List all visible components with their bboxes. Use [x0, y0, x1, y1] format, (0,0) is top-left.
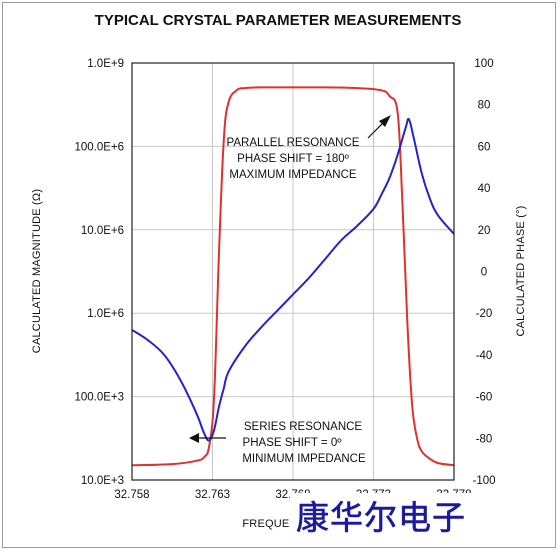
y-right-tick-label: -40 [476, 350, 493, 362]
y-left-tick-label: 10.0E+6 [81, 225, 124, 237]
annotation-parallel-resonance: PARALLEL RESONANCE PHASE SHIFT = 180º MA… [227, 115, 391, 181]
phase-series-line [131, 117, 455, 442]
y-left-tick-label: 1.0E+6 [87, 308, 124, 320]
annotation-line: MAXIMUM IMPEDANCE [229, 169, 356, 181]
y-left-axis-label: CALCULATED MAGNITUDE (Ω) [31, 189, 43, 353]
annotation-line: PHASE SHIFT = 0º [243, 437, 343, 449]
x-tick-label: 32.758 [114, 489, 149, 501]
annotation-line: PARALLEL RESONANCE [227, 137, 360, 149]
y-right-tick-label: -60 [476, 392, 493, 404]
x-tick-label: 32.763 [195, 489, 230, 501]
series-layer [131, 86, 455, 467]
y-right-tick-label: 60 [478, 141, 491, 153]
arrow-head [379, 115, 391, 127]
y-left-tick-label: 100.0E+6 [74, 141, 124, 153]
y-right-tick-label: -80 [476, 433, 493, 445]
y-right-tick-label: 100 [474, 58, 493, 70]
watermark: 康华尔电子 [296, 498, 466, 537]
y-right-tick-label: -100 [472, 475, 495, 487]
annotation-line: MINIMUM IMPEDANCE [242, 453, 366, 465]
y-left-tick-label: 1.0E+9 [87, 58, 124, 70]
magnitude-series-line [131, 86, 455, 467]
y-right-tick-label: 80 [478, 100, 491, 112]
annotation-line: PHASE SHIFT = 180º [237, 153, 349, 165]
y-right-tick-label: -20 [476, 308, 493, 320]
y-right-tick-label: 0 [481, 267, 487, 279]
arrow-head [189, 433, 199, 443]
watermark-backdrop [290, 493, 552, 539]
y-right-axis-label: CALCULATED PHASE (°) [515, 205, 527, 336]
y-right-tick-label: 20 [478, 225, 491, 237]
y-left-tick-label: 10.0E+3 [81, 475, 124, 487]
tick-labels: 32.75832.76332.76832.77332.77810.0E+3100… [74, 58, 495, 501]
y-left-tick-label: 100.0E+3 [74, 392, 124, 404]
annotation-line: SERIES RESONANCE [244, 421, 363, 433]
chart-frame [2, 2, 556, 548]
annotation-series-resonance: SERIES RESONANCE PHASE SHIFT = 0º MINIMU… [189, 421, 366, 465]
y-right-tick-label: 40 [478, 183, 491, 195]
plot-border [131, 62, 455, 481]
chart-title: TYPICAL CRYSTAL PARAMETER MEASUREMENTS [95, 12, 462, 29]
